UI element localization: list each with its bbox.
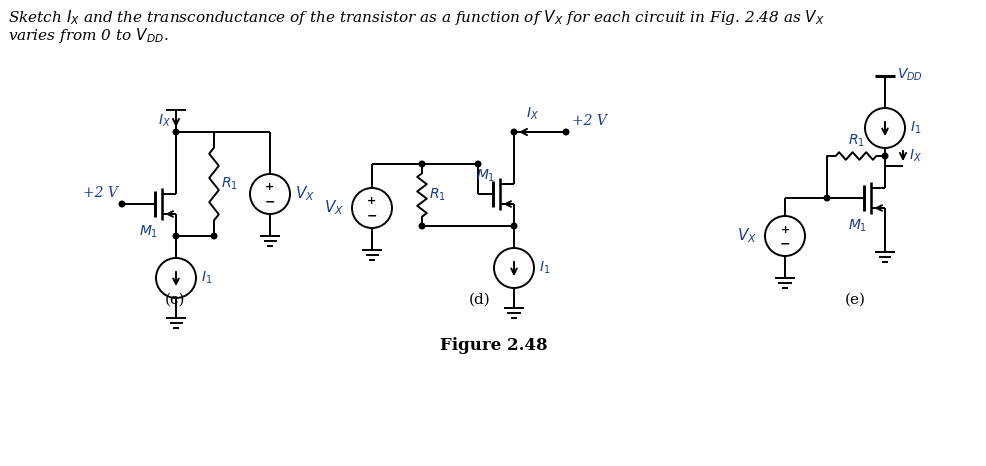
Text: −: − xyxy=(779,237,790,250)
Text: $I_X$: $I_X$ xyxy=(908,148,921,164)
Circle shape xyxy=(211,233,217,239)
Circle shape xyxy=(474,161,480,167)
Circle shape xyxy=(881,153,886,159)
Text: varies from 0 to $V_{DD}$.: varies from 0 to $V_{DD}$. xyxy=(8,26,169,45)
Circle shape xyxy=(173,129,178,135)
Circle shape xyxy=(563,129,568,135)
Text: $M_1$: $M_1$ xyxy=(847,218,866,234)
Text: $V_X$: $V_X$ xyxy=(295,185,315,203)
Text: Sketch $I_X$ and the transconductance of the transistor as a function of $V_X$ f: Sketch $I_X$ and the transconductance of… xyxy=(8,8,824,27)
Circle shape xyxy=(119,201,124,207)
Text: +: + xyxy=(265,183,274,192)
Text: −: − xyxy=(367,209,377,222)
Text: $M_1$: $M_1$ xyxy=(139,224,158,240)
Text: (d): (d) xyxy=(468,293,490,307)
Circle shape xyxy=(511,223,517,229)
Circle shape xyxy=(419,161,424,167)
Text: +2 V: +2 V xyxy=(83,186,118,200)
Text: $I_X$: $I_X$ xyxy=(525,106,538,122)
Text: $I_1$: $I_1$ xyxy=(538,260,550,276)
Circle shape xyxy=(823,195,829,201)
Text: +: + xyxy=(367,197,377,206)
Circle shape xyxy=(511,129,517,135)
Text: $R_1$: $R_1$ xyxy=(221,176,238,192)
Text: (c): (c) xyxy=(165,293,185,307)
Text: Figure 2.48: Figure 2.48 xyxy=(439,337,547,355)
Text: $R_1$: $R_1$ xyxy=(429,187,446,203)
Text: −: − xyxy=(264,195,275,208)
Text: $V_{DD}$: $V_{DD}$ xyxy=(896,67,922,83)
Text: $I_X$: $I_X$ xyxy=(158,113,171,130)
Text: (e): (e) xyxy=(844,293,865,307)
Circle shape xyxy=(419,223,424,229)
Circle shape xyxy=(173,233,178,239)
Text: $I_1$: $I_1$ xyxy=(201,270,212,286)
Text: $R_1$: $R_1$ xyxy=(847,133,864,149)
Text: $V_X$: $V_X$ xyxy=(737,226,756,246)
Text: $I_1$: $I_1$ xyxy=(909,120,920,136)
Text: $V_X$: $V_X$ xyxy=(323,199,344,217)
Text: +: + xyxy=(780,225,789,234)
Text: +2 V: +2 V xyxy=(572,114,606,128)
Text: $M_1$: $M_1$ xyxy=(475,168,495,184)
